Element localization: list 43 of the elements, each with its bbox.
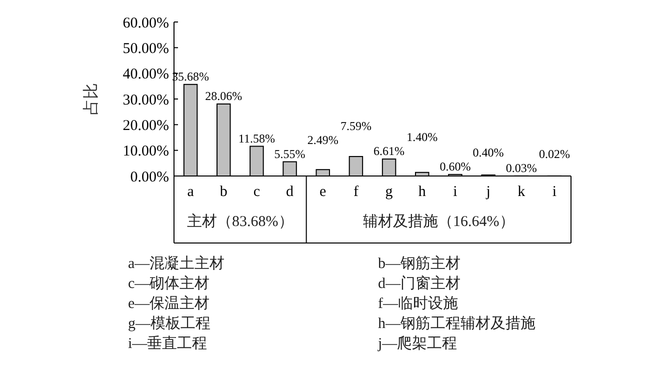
x-tick-label: i (552, 184, 557, 200)
x-tick-label: g (385, 184, 394, 200)
y-tick-label: 10.00% (122, 144, 169, 160)
data-label: 0.02% (538, 146, 570, 161)
text: c—砌体主材 (128, 275, 210, 292)
data-label: 2.49% (307, 132, 338, 147)
x-tick-label: h (418, 184, 426, 200)
x-tick-label: d (286, 184, 294, 200)
x-tick-label: c (253, 184, 260, 200)
x-tick-label: k (518, 184, 526, 200)
x-tick-label: i (453, 184, 458, 200)
y-tick-label: 40.00% (122, 66, 169, 83)
text: a—混凝土主材 (128, 255, 225, 272)
data-label: 1.40% (406, 130, 438, 144)
x-tick-label: b (220, 184, 228, 200)
y-tick-label: 0.00% (130, 169, 169, 186)
text: f—临时设施 (378, 295, 458, 312)
text: e—保温主材 (128, 295, 210, 312)
text: i—垂直工程 (128, 335, 208, 352)
x-tick-label: f (353, 184, 358, 200)
y-tick-label: 20.00% (122, 118, 169, 134)
text: g—模板工程 (128, 315, 210, 332)
y-tick-label: 60.00% (122, 15, 169, 32)
text: h—钢筋工程辅材及措施 (378, 315, 536, 332)
text: 主材（83.68%） (187, 213, 294, 230)
data-label: 11.58% (238, 131, 275, 146)
data-label: 5.55% (274, 146, 306, 161)
data-label: 28.06% (205, 88, 242, 103)
data-label: 0.60% (440, 159, 471, 174)
text: j—爬架工程 (377, 335, 458, 352)
y-tick-label: 30.00% (122, 92, 169, 108)
x-tick-label: j (485, 184, 490, 200)
text: 辅材及措施（16.64%） (363, 213, 514, 230)
x-tick-label: e (320, 184, 327, 200)
data-label: 7.59% (340, 118, 372, 133)
text: b—钢筋主材 (378, 255, 460, 272)
y-axis-title: 占比 (82, 83, 100, 115)
data-label: 0.40% (472, 145, 504, 160)
data-label: 6.61% (374, 144, 405, 158)
x-tick-label: a (187, 184, 194, 200)
y-tick-label: 50.00% (122, 40, 169, 57)
text: d—门窗主材 (378, 275, 460, 292)
data-label: 0.03% (506, 160, 537, 175)
